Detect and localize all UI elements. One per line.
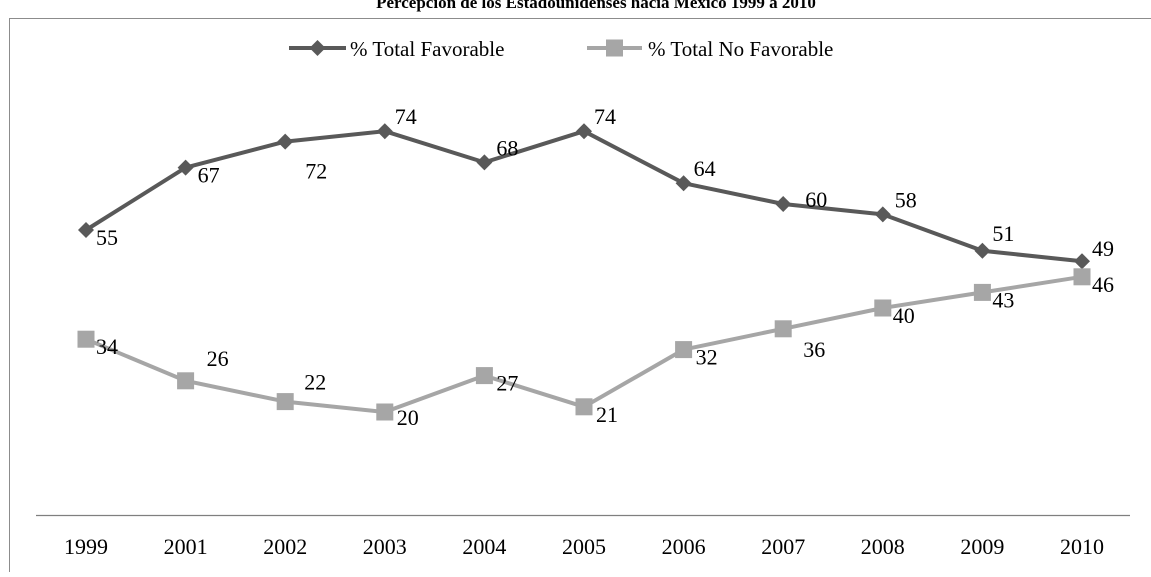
series-layer bbox=[77, 123, 1091, 421]
x-tick-label-2004: 2004 bbox=[462, 534, 506, 559]
pct-total-no-favorable-data-label-2007: 36 bbox=[803, 337, 825, 362]
legend-label-pct-total-no-favorable: % Total No Favorable bbox=[648, 37, 833, 61]
legend-square-marker-icon bbox=[606, 39, 623, 57]
pct-total-favorable-data-label-2004: 68 bbox=[496, 135, 518, 160]
legend-diamond-marker-icon bbox=[309, 40, 326, 56]
pct-total-no-favorable-point-2008 bbox=[874, 299, 892, 317]
pct-total-favorable-data-label-2001: 67 bbox=[198, 163, 220, 188]
pct-total-no-favorable-data-label-2006: 32 bbox=[696, 345, 718, 370]
pct-total-no-favorable-data-label-2010: 46 bbox=[1092, 272, 1114, 297]
pct-total-favorable-point-2009 bbox=[974, 242, 991, 259]
pct-total-favorable-data-label-2003: 74 bbox=[395, 104, 417, 129]
pct-total-favorable-data-label-2010: 49 bbox=[1092, 236, 1114, 261]
legend-item-pct-total-favorable: % Total Favorable bbox=[289, 37, 504, 61]
x-tick-label-2002: 2002 bbox=[263, 534, 307, 559]
pct-total-favorable-point-2007 bbox=[775, 196, 792, 212]
pct-total-favorable-point-2010 bbox=[1074, 253, 1090, 270]
x-tick-label-2008: 2008 bbox=[861, 534, 905, 559]
chart-title: Percepción de los Estadounidenses hacia … bbox=[376, 0, 816, 12]
pct-total-favorable-data-label-2007: 60 bbox=[805, 187, 827, 212]
pct-total-favorable-data-label-2005: 74 bbox=[594, 104, 616, 129]
x-tick-label-2005: 2005 bbox=[562, 534, 606, 559]
pct-total-favorable-point-1999 bbox=[78, 222, 94, 238]
pct-total-no-favorable-point-2002 bbox=[276, 393, 294, 411]
pct-total-no-favorable-data-label-2003: 20 bbox=[397, 405, 419, 430]
pct-total-favorable-point-2003 bbox=[376, 123, 393, 140]
pct-total-no-favorable-point-2006 bbox=[675, 341, 693, 359]
pct-total-no-favorable-point-2004 bbox=[475, 367, 493, 385]
x-tick-label-1999: 1999 bbox=[64, 534, 108, 559]
pct-total-no-favorable-line bbox=[85, 274, 1083, 414]
pct-total-favorable-data-label-2006: 64 bbox=[694, 156, 716, 181]
x-tick-label-2007: 2007 bbox=[761, 534, 805, 559]
x-tick-label-2010: 2010 bbox=[1060, 534, 1104, 559]
x-tick-label-2006: 2006 bbox=[662, 534, 706, 559]
legend-item-pct-total-no-favorable: % Total No Favorable bbox=[587, 37, 833, 61]
pct-total-favorable-point-2006 bbox=[675, 175, 692, 192]
pct-total-favorable-data-label-2008: 58 bbox=[895, 187, 917, 212]
pct-total-no-favorable-data-label-2002: 22 bbox=[304, 370, 326, 395]
legend: % Total Favorable % Total No Favorable bbox=[289, 37, 833, 61]
pct-total-favorable-data-label-2002: 72 bbox=[305, 159, 327, 184]
pct-total-favorable-point-2008 bbox=[874, 206, 891, 223]
pct-total-favorable-point-2005 bbox=[576, 123, 592, 140]
pct-total-favorable-line bbox=[84, 129, 1083, 264]
pct-total-no-favorable-point-2010 bbox=[1073, 268, 1091, 286]
pct-total-favorable-point-2001 bbox=[177, 159, 194, 176]
pct-total-no-favorable-point-2003 bbox=[376, 403, 394, 421]
pct-total-no-favorable-point-2005 bbox=[575, 398, 593, 416]
x-tick-label-2001: 2001 bbox=[164, 534, 208, 559]
pct-total-no-favorable-data-label-2001: 26 bbox=[207, 346, 229, 371]
pct-total-no-favorable-data-label-2004: 27 bbox=[496, 371, 518, 396]
pct-total-no-favorable-point-2007 bbox=[774, 320, 792, 338]
pct-total-no-favorable-data-label-2005: 21 bbox=[596, 402, 618, 427]
pct-total-no-favorable-point-2009 bbox=[973, 283, 991, 301]
legend-label-pct-total-favorable: % Total Favorable bbox=[350, 37, 504, 61]
x-tick-label-2009: 2009 bbox=[960, 534, 1004, 559]
data-label-layer: 55 67 72 74 68 74 64 60 58 51 49 34 26 22 20 27 21 32 36 40… bbox=[96, 104, 1114, 430]
pct-total-favorable-point-2004 bbox=[476, 154, 493, 171]
pct-total-favorable-data-label-1999: 55 bbox=[96, 225, 118, 250]
pct-total-no-favorable-point-2001 bbox=[177, 372, 195, 390]
pct-total-no-favorable-data-label-1999: 34 bbox=[96, 334, 118, 359]
pct-total-favorable-point-2002 bbox=[277, 133, 294, 150]
pct-total-no-favorable-point-1999 bbox=[77, 330, 95, 348]
pct-total-favorable-data-label-2009: 51 bbox=[992, 221, 1014, 246]
pct-total-no-favorable-data-label-2008: 40 bbox=[893, 303, 915, 328]
x-tick-label-2003: 2003 bbox=[363, 534, 407, 559]
x-axis-tick-labels: 1999 2001 2002 2003 2004 2005 2006 2007 2008 2009… bbox=[64, 534, 1104, 559]
pct-total-no-favorable-data-label-2009: 43 bbox=[992, 287, 1014, 312]
